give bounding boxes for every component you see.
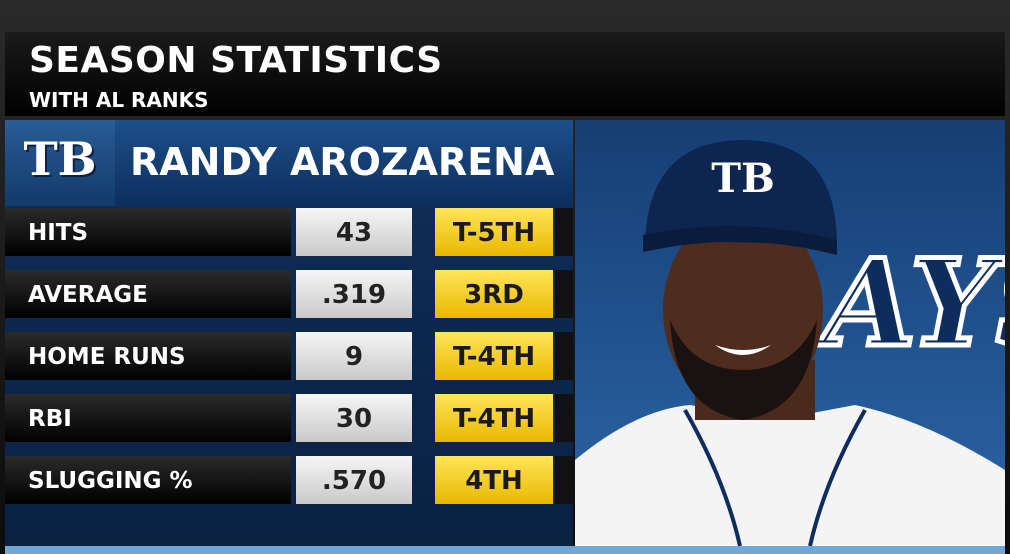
stat-label: HOME RUNS — [5, 332, 291, 380]
stat-value: 30 — [296, 394, 412, 442]
stat-row: AVERAGE .319 3RD — [5, 270, 573, 318]
stats-table: HITS 43 T-5TH AVERAGE .319 3RD HOME RUNS 9 T-4TH… — [5, 206, 573, 546]
stat-rank: 3RD — [435, 270, 553, 318]
title-bar: SEASON STATISTICS WITH AL RANKS — [5, 32, 1005, 116]
stat-label: RBI — [5, 394, 291, 442]
cap-brim — [643, 226, 837, 255]
stat-rank: T-4TH — [435, 394, 553, 442]
subtitle: WITH AL RANKS — [29, 88, 209, 112]
stat-label: SLUGGING % — [5, 456, 291, 504]
player-photo: AYS TB — [575, 120, 1005, 546]
row-end — [555, 270, 573, 318]
row-end — [555, 394, 573, 442]
team-logo: TB — [23, 132, 97, 186]
stat-label: HITS — [5, 208, 291, 256]
stat-value: 9 — [296, 332, 412, 380]
stat-row: HITS 43 T-5TH — [5, 208, 573, 256]
stat-value: 43 — [296, 208, 412, 256]
beard — [670, 320, 817, 420]
face — [663, 210, 823, 410]
jersey-trim — [683, 409, 867, 546]
stat-row: RBI 30 T-4TH — [5, 394, 573, 442]
cap-logo: TB — [711, 155, 775, 202]
background-logo: AYS — [813, 233, 1005, 374]
cap — [645, 140, 837, 245]
stat-label: AVERAGE — [5, 270, 291, 318]
row-end — [555, 208, 573, 256]
stat-value: .570 — [296, 456, 412, 504]
stat-rank: 4TH — [435, 456, 553, 504]
row-end — [555, 332, 573, 380]
stat-rank: T-4TH — [435, 332, 553, 380]
logo-box: TB — [5, 120, 115, 206]
player-name: RANDY AROZARENA — [130, 140, 555, 184]
bottom-stripe — [5, 546, 1005, 554]
name-bar: TB RANDY AROZARENA — [5, 120, 573, 206]
smile — [715, 345, 771, 355]
stat-value: .319 — [296, 270, 412, 318]
stat-row: SLUGGING % .570 4TH — [5, 456, 573, 504]
jersey — [575, 405, 1005, 546]
row-end — [555, 456, 573, 504]
stat-row: HOME RUNS 9 T-4TH — [5, 332, 573, 380]
stat-rank: T-5TH — [435, 208, 553, 256]
title: SEASON STATISTICS — [29, 40, 443, 81]
